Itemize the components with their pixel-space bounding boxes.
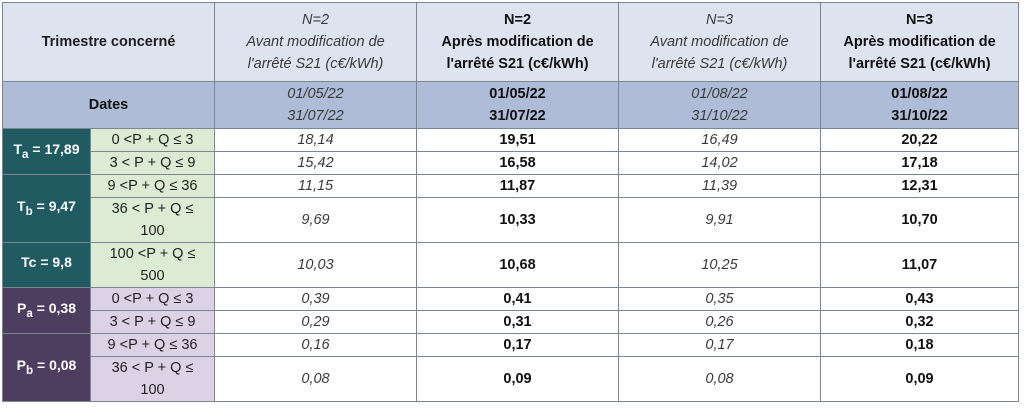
- value-cell: 16,58: [416, 151, 620, 175]
- value-cell: 0,43: [820, 287, 1020, 311]
- group-label-pa: Pa = 0,38: [2, 287, 91, 334]
- value-cell: 0,35: [618, 287, 822, 311]
- dates-label: Dates: [1, 81, 216, 129]
- header-corner: Trimestre concerné: [1, 2, 216, 82]
- header-cell: N=3 Avant modification de l'arrêté S21 (c€…: [618, 2, 822, 82]
- dates-cell: 01/05/22 31/07/22: [214, 81, 418, 129]
- value-cell: 16,49: [618, 128, 822, 152]
- range-cell: 9 <P + Q ≤ 36: [89, 333, 216, 357]
- table-row: 3 < P + Q ≤ 9 15,42 16,58 14,02 17,18: [3, 151, 1020, 175]
- value-cell: 0,17: [416, 333, 620, 357]
- value-cell: 18,14: [214, 128, 418, 152]
- value-cell: 19,51: [416, 128, 620, 152]
- table-row: Tc = 9,8 100 <P + Q ≤500 10,03 10,68 10,…: [2, 242, 1020, 288]
- value-cell: 11,39: [618, 174, 822, 198]
- value-cell: 14,02: [618, 151, 822, 175]
- value-cell: 11,87: [416, 174, 620, 198]
- header-cell: N=2 Après modification de l'arrêté S21 (c€…: [416, 2, 620, 82]
- dates-cell: 01/08/22 31/10/22: [820, 81, 1020, 129]
- table-row: Ta = 17,89 0 <P + Q ≤ 3 18,14 19,51 16,4…: [2, 128, 1020, 175]
- value-cell: 9,91: [618, 197, 822, 243]
- value-cell: 17,18: [820, 151, 1020, 175]
- range-cell: 36 < P + Q ≤100: [89, 197, 216, 243]
- value-cell: 0,29: [214, 310, 418, 334]
- dates-row: Dates 01/05/22 31/07/22 01/05/22 31/07/22 …: [1, 81, 1020, 129]
- table-row: Pb = 0,08 9 <P + Q ≤ 36 0,16 0,17 0,17 0…: [2, 333, 1020, 402]
- dates-cell: 01/08/22 31/10/22: [618, 81, 822, 129]
- range-cell: 0 <P + Q ≤ 3: [89, 128, 216, 152]
- value-cell: 10,25: [618, 242, 822, 288]
- range-cell: 3 < P + Q ≤ 9: [89, 151, 216, 175]
- value-cell: 20,22: [820, 128, 1020, 152]
- value-cell: 10,03: [214, 242, 418, 288]
- value-cell: 10,33: [416, 197, 620, 243]
- value-cell: 0,26: [618, 310, 822, 334]
- value-cell: 0,41: [416, 287, 620, 311]
- group-label-pb: Pb = 0,08: [2, 333, 91, 402]
- table-row: 3 < P + Q ≤ 9 0,29 0,31 0,26 0,32: [3, 310, 1020, 334]
- value-cell: 11,07: [820, 242, 1020, 288]
- value-cell: 0,32: [820, 310, 1020, 334]
- group-label-tb: Tb = 9,47: [2, 174, 91, 243]
- value-cell: 9,69: [214, 197, 418, 243]
- value-cell: 15,42: [214, 151, 418, 175]
- table-row: 36 < P + Q ≤100 9,69 10,33 9,91 10,70: [3, 197, 1020, 243]
- value-cell: 0,09: [820, 356, 1020, 402]
- range-cell: 0 <P + Q ≤ 3: [89, 287, 216, 311]
- value-cell: 0,08: [214, 356, 418, 402]
- value-cell: 10,70: [820, 197, 1020, 243]
- header-cell: N=3 Après modification de l'arrêté S21 (c€…: [820, 2, 1020, 82]
- value-cell: 10,68: [416, 242, 620, 288]
- group-label-ta: Ta = 17,89: [2, 128, 91, 175]
- value-cell: 0,39: [214, 287, 418, 311]
- value-cell: 0,18: [820, 333, 1020, 357]
- header-cell: N=2 Avant modification de l'arrêté S21 (c€…: [214, 2, 418, 82]
- value-cell: 0,17: [618, 333, 822, 357]
- tariff-table: Trimestre concerné N=2 Avant modification…: [1, 2, 1020, 402]
- value-cell: 11,15: [214, 174, 418, 198]
- value-cell: 0,09: [416, 356, 620, 402]
- table-row: Tb = 9,47 9 <P + Q ≤ 36 11,15 11,87 11,3…: [2, 174, 1020, 243]
- value-cell: 0,08: [618, 356, 822, 402]
- table-row: 36 < P + Q ≤100 0,08 0,09 0,08 0,09: [3, 356, 1020, 402]
- value-cell: 12,31: [820, 174, 1020, 198]
- dates-cell: 01/05/22 31/07/22: [416, 81, 620, 129]
- table-row: Pa = 0,38 0 <P + Q ≤ 3 0,39 0,41 0,35 0,…: [2, 287, 1020, 334]
- header-row: Trimestre concerné N=2 Avant modification…: [1, 2, 1020, 82]
- value-cell: 0,31: [416, 310, 620, 334]
- range-cell: 9 <P + Q ≤ 36: [89, 174, 216, 198]
- range-cell: 3 < P + Q ≤ 9: [89, 310, 216, 334]
- group-label-tc: Tc = 9,8: [2, 242, 91, 288]
- range-cell: 36 < P + Q ≤100: [89, 356, 216, 402]
- value-cell: 0,16: [214, 333, 418, 357]
- range-cell: 100 <P + Q ≤500: [89, 242, 216, 288]
